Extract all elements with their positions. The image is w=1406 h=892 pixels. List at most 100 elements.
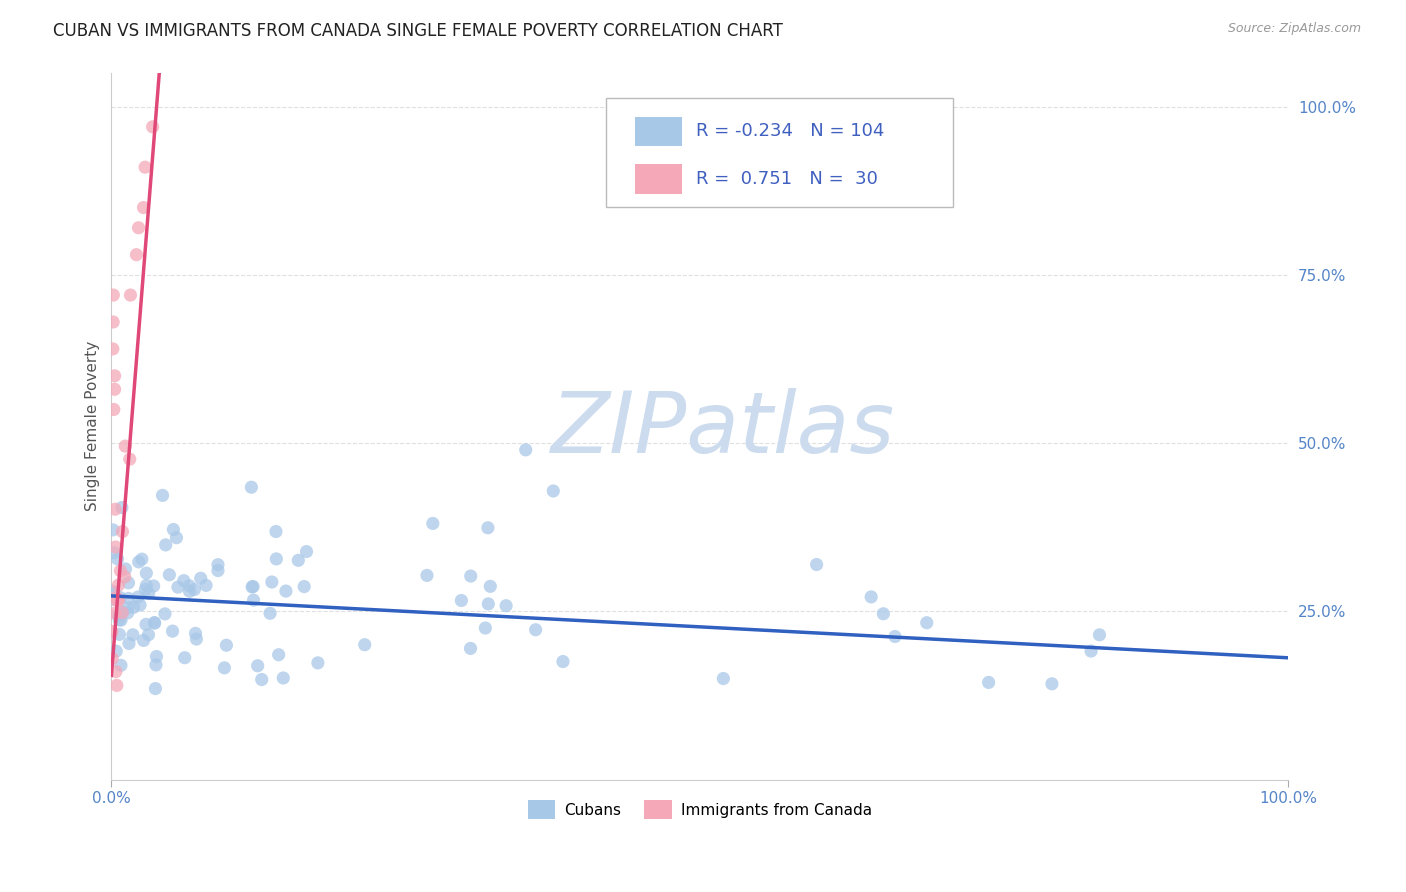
Point — [422, 516, 444, 531]
Point — [460, 569, 482, 583]
Point — [884, 630, 907, 644]
Bar — [636, 164, 682, 194]
Point — [132, 633, 155, 648]
Point — [524, 623, 547, 637]
Point — [111, 524, 134, 539]
Point — [267, 648, 290, 662]
Point — [105, 644, 128, 658]
Point — [250, 673, 273, 687]
Point — [153, 607, 176, 621]
Point — [122, 600, 145, 615]
Point — [207, 564, 229, 578]
Point — [915, 615, 938, 630]
Point — [101, 315, 124, 329]
Point — [107, 552, 129, 566]
Point — [145, 681, 167, 696]
Point — [114, 439, 136, 453]
Point — [711, 672, 734, 686]
Point — [117, 575, 139, 590]
Point — [190, 571, 212, 585]
Point — [1088, 628, 1111, 642]
Point — [117, 606, 139, 620]
Point — [103, 288, 125, 302]
Point — [162, 523, 184, 537]
Point — [108, 591, 131, 605]
Point — [543, 483, 565, 498]
Point — [122, 628, 145, 642]
Point — [259, 607, 281, 621]
Point — [274, 584, 297, 599]
Point — [240, 580, 263, 594]
Point — [260, 574, 283, 589]
Point — [162, 624, 184, 639]
Point — [101, 523, 124, 537]
Point — [860, 590, 883, 604]
Point — [1040, 677, 1063, 691]
Point — [107, 609, 129, 624]
Point — [495, 599, 517, 613]
Point — [107, 592, 129, 607]
Point — [460, 641, 482, 656]
Point — [1080, 644, 1102, 658]
Point — [307, 656, 329, 670]
Point — [101, 584, 124, 599]
Point — [143, 616, 166, 631]
Point — [101, 651, 124, 665]
Point — [353, 638, 375, 652]
Point — [872, 607, 894, 621]
Point — [246, 658, 269, 673]
Point — [551, 655, 574, 669]
Point — [110, 613, 132, 627]
Point — [474, 621, 496, 635]
Point — [195, 578, 218, 592]
Point — [110, 607, 132, 622]
Point — [108, 627, 131, 641]
Point — [242, 580, 264, 594]
Point — [157, 567, 180, 582]
Point — [214, 661, 236, 675]
Text: Source: ZipAtlas.com: Source: ZipAtlas.com — [1227, 22, 1361, 36]
Point — [128, 220, 150, 235]
Point — [132, 201, 155, 215]
Point — [125, 248, 148, 262]
Point — [152, 488, 174, 502]
Point — [118, 452, 141, 467]
Point — [179, 584, 201, 599]
Point — [104, 606, 127, 620]
Point — [127, 590, 149, 604]
Point — [142, 579, 165, 593]
Point — [240, 480, 263, 494]
Point — [107, 578, 129, 592]
Point — [111, 500, 134, 515]
Point — [477, 521, 499, 535]
Point — [138, 586, 160, 600]
Point — [111, 605, 134, 619]
Point — [266, 552, 288, 566]
Point — [183, 582, 205, 597]
Point — [104, 502, 127, 516]
Text: CUBAN VS IMMIGRANTS FROM CANADA SINGLE FEMALE POVERTY CORRELATION CHART: CUBAN VS IMMIGRANTS FROM CANADA SINGLE F… — [53, 22, 783, 40]
Point — [104, 368, 127, 383]
Point — [114, 562, 136, 576]
Text: R = -0.234   N = 104: R = -0.234 N = 104 — [696, 122, 884, 140]
Point — [101, 624, 124, 639]
Point — [135, 578, 157, 592]
Point — [155, 538, 177, 552]
Point — [129, 598, 152, 612]
Point — [135, 617, 157, 632]
Point — [104, 382, 127, 396]
Point — [184, 626, 207, 640]
Text: R =  0.751   N =  30: R = 0.751 N = 30 — [696, 170, 879, 188]
Legend: Cubans, Immigrants from Canada: Cubans, Immigrants from Canada — [522, 794, 879, 825]
Point — [110, 564, 132, 578]
Point — [111, 606, 134, 620]
Point — [186, 632, 208, 646]
Point — [173, 650, 195, 665]
Point — [179, 579, 201, 593]
Point — [107, 593, 129, 607]
Point — [167, 580, 190, 594]
Y-axis label: Single Female Poverty: Single Female Poverty — [86, 341, 100, 511]
Point — [120, 288, 142, 302]
Point — [145, 649, 167, 664]
Point — [104, 665, 127, 679]
